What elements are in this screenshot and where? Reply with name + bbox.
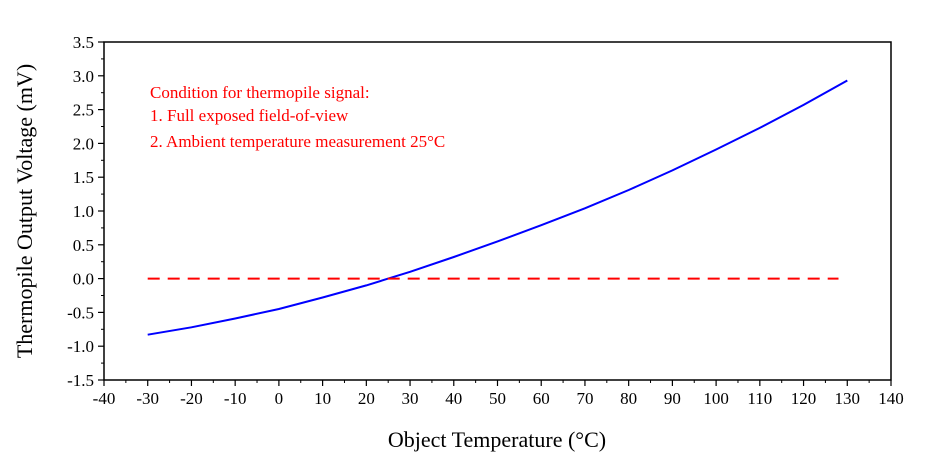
y-tick-label: 1.5 <box>73 168 94 187</box>
annotation-line-1: Condition for thermopile signal: <box>150 83 370 102</box>
x-tick-label: 0 <box>275 389 284 408</box>
x-tick-label: 120 <box>791 389 817 408</box>
x-tick-label: 20 <box>358 389 375 408</box>
y-tick-label: 3.0 <box>73 67 94 86</box>
x-tick-label: -20 <box>180 389 203 408</box>
y-tick-label: -0.5 <box>67 303 94 322</box>
y-tick-label: -1.5 <box>67 371 94 390</box>
x-tick-label: 60 <box>533 389 550 408</box>
annotation-line-2: 1. Full exposed field-of-view <box>150 106 349 125</box>
x-tick-label: 30 <box>402 389 419 408</box>
x-tick-label: 110 <box>747 389 772 408</box>
x-tick-label: 140 <box>878 389 904 408</box>
y-tick-label: 2.0 <box>73 134 94 153</box>
x-tick-label: 80 <box>620 389 637 408</box>
x-tick-label: 90 <box>664 389 681 408</box>
y-tick-label: 2.5 <box>73 101 94 120</box>
y-tick-label: -1.0 <box>67 337 94 356</box>
y-tick-label: 0.0 <box>73 270 94 289</box>
x-tick-label: 130 <box>835 389 861 408</box>
x-tick-label: -40 <box>93 389 116 408</box>
x-tick-label: -30 <box>136 389 159 408</box>
y-tick-label: 3.5 <box>73 33 94 52</box>
y-tick-label: 1.0 <box>73 202 94 221</box>
axis-layer: -40 -30 -20 -10 0 10 20 30 40 50 60 70 80 90 100 110 120… <box>67 33 904 408</box>
annotation-line-3: 2. Ambient temperature measurement 25°C <box>150 132 445 151</box>
x-tick-label: 70 <box>576 389 593 408</box>
x-tick-label: 100 <box>703 389 729 408</box>
x-tick-label: 10 <box>314 389 331 408</box>
series-layer <box>147 79 848 336</box>
x-tick-label: 40 <box>445 389 462 408</box>
series-line-thermopile-output <box>147 79 848 336</box>
y-tick-label: 0.5 <box>73 236 94 255</box>
x-tick-label: -10 <box>224 389 247 408</box>
x-tick-label: 50 <box>489 389 506 408</box>
annotation-layer: Condition for thermopile signal: 1. Full… <box>150 83 445 151</box>
y-axis-title: Thermopile Output Voltage (mV) <box>12 64 37 358</box>
x-axis-title: Object Temperature (°C) <box>388 427 606 452</box>
